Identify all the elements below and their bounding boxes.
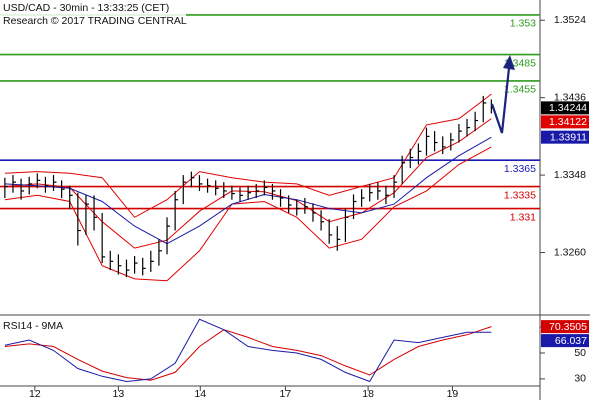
x-tick-label: 19 <box>447 388 459 400</box>
price-label-box <box>541 130 589 144</box>
rsi-line <box>4 326 492 381</box>
level-label: 1.353 <box>510 18 536 30</box>
rsi-line <box>4 318 492 383</box>
x-tick-label: 18 <box>362 388 374 400</box>
price-label: 1.34244 <box>549 102 587 114</box>
price-label: 70.3505 <box>549 321 587 333</box>
y-tick-label: 50 <box>574 347 586 359</box>
price-label-box <box>541 115 589 129</box>
level-label: 1.3485 <box>504 57 536 69</box>
y-tick-label: 30 <box>574 373 586 385</box>
forecast-arrow <box>490 67 511 134</box>
y-tick-label: 1.3260 <box>554 246 586 258</box>
forecast-arrowhead <box>503 55 515 70</box>
level-label: 1.3365 <box>504 163 536 175</box>
price-label: 1.33911 <box>550 131 587 143</box>
plot-area: 1.3524 1.3436 1.3348 1.3260 1.353 1.3485 1.345… <box>0 14 589 400</box>
level-label: 1.3455 <box>504 84 536 96</box>
level-label: 1.3335 <box>504 189 536 201</box>
x-tick-label: 12 <box>29 388 41 400</box>
y-tick-label: 1.3436 <box>554 91 586 103</box>
price-label-box <box>541 320 589 334</box>
price-label-box <box>541 334 589 348</box>
x-tick-label: 13 <box>113 388 125 400</box>
level-label: 1.331 <box>510 211 536 223</box>
chart-subtitle: Research © 2017 TRADING CENTRAL <box>3 15 187 27</box>
chart-title: USD/CAD - 30min - 13:33:25 (CET) <box>3 2 169 14</box>
price-label: 66.037 <box>555 335 587 347</box>
price-label: 1.34122 <box>549 116 587 128</box>
x-tick-label: 14 <box>194 388 206 400</box>
header-background <box>0 0 186 28</box>
y-tick-label: 1.3524 <box>554 14 586 26</box>
panel-title: RSI14 - 9MA <box>3 320 63 332</box>
x-tick-label: 17 <box>280 388 292 400</box>
price-label-box <box>541 101 589 115</box>
y-tick-label: 1.3348 <box>554 169 586 181</box>
